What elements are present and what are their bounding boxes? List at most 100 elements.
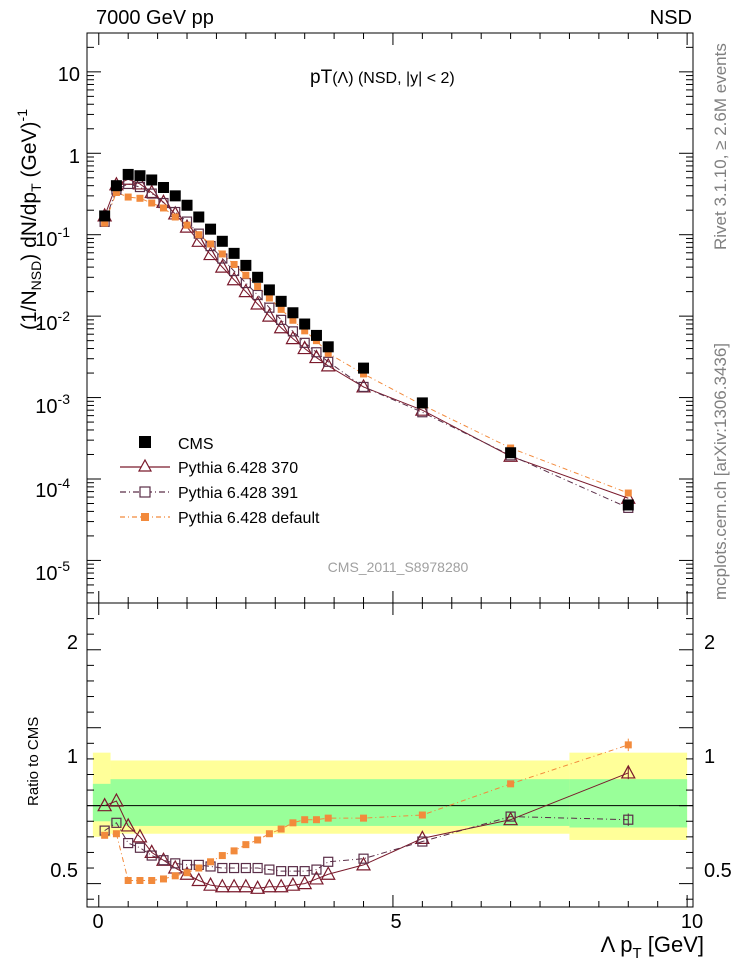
main-point-cms xyxy=(310,329,322,341)
ytick-label-1e-3: 10-3 xyxy=(35,391,70,418)
main-point-pythia-391 xyxy=(358,381,369,393)
main-point-cms xyxy=(216,235,228,247)
ratio-ytick-0-5-right: 0.5 xyxy=(704,860,732,882)
ratio-point-pythia-370 xyxy=(285,876,301,891)
main-point-cms xyxy=(240,259,252,271)
ratio-y-tick-labels: 2 1 0.5 2 1 0.5 xyxy=(50,632,732,882)
ratio-point-pythia-391 xyxy=(287,866,299,877)
legend-marker-cms xyxy=(139,436,151,448)
main-point-pythia-default xyxy=(230,260,238,268)
ratio-point-pythia-default xyxy=(207,858,215,866)
xtick-10: 10 xyxy=(681,911,703,933)
ratio-point-pythia-default xyxy=(289,819,297,827)
ratio-y-axis-label: Ratio to CMS xyxy=(25,717,42,806)
main-point-cms xyxy=(275,295,287,307)
main-point-pythia-370 xyxy=(191,233,207,247)
ratio-ytick-1: 1 xyxy=(67,746,78,768)
main-point-pythia-370 xyxy=(261,307,277,322)
main-point-cms xyxy=(157,181,169,193)
ratio-point-pythia-370 xyxy=(308,870,324,885)
ratio-point-pythia-370 xyxy=(273,878,289,893)
ratio-point-pythia-default xyxy=(101,831,109,839)
ratio-point-pythia-391 xyxy=(134,842,146,853)
main-point-pythia-default xyxy=(289,316,297,324)
ratio-point-pythia-370 xyxy=(297,875,313,890)
main-point-pythia-default xyxy=(136,194,144,202)
main-line-pythia-391 xyxy=(104,183,629,509)
main-point-pythia-default xyxy=(148,199,156,207)
main-point-cms xyxy=(358,362,370,374)
ratio-point-pythia-370 xyxy=(250,880,266,894)
main-point-pythia-default xyxy=(218,250,226,258)
main-point-pythia-391 xyxy=(299,337,310,348)
ratio-point-pythia-391 xyxy=(158,855,169,866)
ratio-point-pythia-default xyxy=(195,864,203,872)
main-point-pythia-391 xyxy=(134,181,146,193)
band-inner-1 xyxy=(110,779,570,826)
ratio-point-pythia-default xyxy=(277,825,285,833)
x-tick-labels: 0 5 10 xyxy=(92,911,703,933)
ratio-point-pythia-370 xyxy=(226,878,242,893)
main-point-pythia-391 xyxy=(287,326,299,337)
ratio-point-pythia-default xyxy=(112,830,120,838)
ratio-point-pythia-391 xyxy=(123,837,134,849)
main-point-pythia-391 xyxy=(252,289,263,301)
legend-marker-370 xyxy=(137,458,153,472)
main-y-axis-label: (1/NNSD) dN/dpT (GeV)-1 xyxy=(14,109,44,330)
ratio-point-pythia-391 xyxy=(170,858,181,869)
ratio-ytick-0-5: 0.5 xyxy=(50,860,78,882)
main-point-cms xyxy=(134,170,146,182)
main-point-pythia-370 xyxy=(273,319,289,334)
ratio-point-pythia-370 xyxy=(356,856,372,871)
ytick-label-1e-4: 10-4 xyxy=(35,475,70,502)
ratio-ytick-2: 2 xyxy=(67,632,78,654)
ratio-point-pythia-370 xyxy=(503,811,519,826)
ratio-series-clip-group xyxy=(97,738,636,894)
main-point-pythia-370 xyxy=(320,357,336,372)
ratio-point-pythia-default xyxy=(324,814,332,822)
main-point-pythia-370 xyxy=(226,271,242,286)
ratio-point-pythia-default xyxy=(312,816,320,824)
main-point-pythia-370 xyxy=(414,401,430,416)
ratio-point-pythia-default xyxy=(171,872,179,880)
ytick-label-1: 1 xyxy=(69,146,80,168)
main-point-cms xyxy=(322,341,334,353)
ratio-ytick-1-right: 1 xyxy=(704,746,715,768)
main-point-pythia-391 xyxy=(276,314,287,325)
ratio-point-pythia-default xyxy=(159,875,167,883)
ratio-point-pythia-391 xyxy=(311,864,322,875)
ratio-point-pythia-370 xyxy=(132,828,148,843)
main-point-pythia-default xyxy=(360,370,368,378)
main-series-group xyxy=(97,168,636,513)
svg-text:(1/NNSD) dN/dpT (GeV)-1: (1/NNSD) dN/dpT (GeV)-1 xyxy=(14,109,44,330)
ratio-point-pythia-391 xyxy=(358,853,369,864)
ratio-point-pythia-default xyxy=(218,852,226,860)
process-label: NSD xyxy=(650,7,692,29)
ratio-point-pythia-391 xyxy=(146,850,157,861)
main-point-cms xyxy=(299,318,311,330)
main-point-pythia-default xyxy=(101,219,109,227)
ratio-point-pythia-default xyxy=(360,814,368,822)
ratio-uncertainty-band xyxy=(92,752,688,840)
ytick-label-1e-1: 10-1 xyxy=(35,224,70,251)
svg-text:pT(Λ) (NSD, |y| < 2): pT(Λ) (NSD, |y| < 2) xyxy=(310,67,455,88)
main-point-pythia-370 xyxy=(203,246,219,261)
ratio-point-pythia-370 xyxy=(203,876,219,891)
main-point-pythia-default xyxy=(265,294,273,302)
main-point-pythia-391 xyxy=(323,356,334,367)
x-axis-label: Λ pT [GeV] xyxy=(601,932,704,962)
rivet-label: Rivet 3.1.10, ≥ 2.6M events xyxy=(711,43,730,250)
main-point-cms xyxy=(205,223,217,235)
main-point-cms xyxy=(193,211,205,223)
main-point-pythia-370 xyxy=(214,258,230,273)
ratio-point-pythia-391 xyxy=(252,862,263,874)
legend-label-cms: CMS xyxy=(178,436,214,453)
legend-marker-391 xyxy=(139,486,151,498)
main-point-cms xyxy=(181,199,193,211)
ratio-point-pythia-370 xyxy=(214,878,230,893)
ratio-point-pythia-370 xyxy=(320,866,336,880)
main-point-cms xyxy=(228,247,240,259)
ratio-point-pythia-370 xyxy=(238,878,254,893)
ratio-point-pythia-default xyxy=(124,876,132,884)
